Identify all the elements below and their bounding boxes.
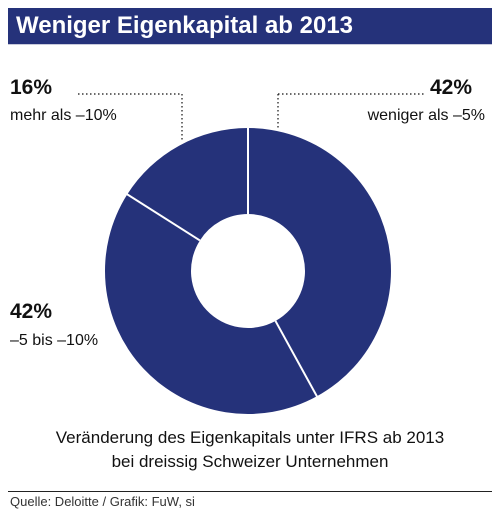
slice-2-percent: 42% bbox=[10, 300, 52, 323]
slice-3-percent: 16% bbox=[10, 76, 52, 99]
chart-caption-line-1: Veränderung des Eigenkapitals unter IFRS… bbox=[55, 428, 445, 447]
donut-slice-2 bbox=[105, 194, 317, 414]
donut-slices bbox=[105, 127, 392, 414]
slice-1-label: weniger als –5% bbox=[367, 107, 485, 124]
slice-1-percent: 42% bbox=[430, 76, 472, 99]
source-credit: Quelle: Deloitte / Grafik: FuW, si bbox=[10, 494, 195, 509]
slice-2-label: –5 bis –10% bbox=[10, 332, 98, 349]
label-leader-lines bbox=[78, 93, 425, 140]
slice-divider-2 bbox=[274, 320, 319, 398]
donut-slice-3 bbox=[127, 128, 248, 241]
donut-slice-1 bbox=[248, 128, 392, 397]
slice-3-label: mehr als –10% bbox=[10, 107, 117, 124]
chart-caption-line-2: bei dreissig Schweizer Unternehmen bbox=[111, 452, 389, 471]
slice-divider-3 bbox=[125, 192, 201, 242]
chart-title: Weniger Eigenkapital ab 2013 bbox=[8, 8, 492, 44]
title-divider bbox=[8, 44, 492, 45]
footer-divider bbox=[8, 491, 492, 492]
